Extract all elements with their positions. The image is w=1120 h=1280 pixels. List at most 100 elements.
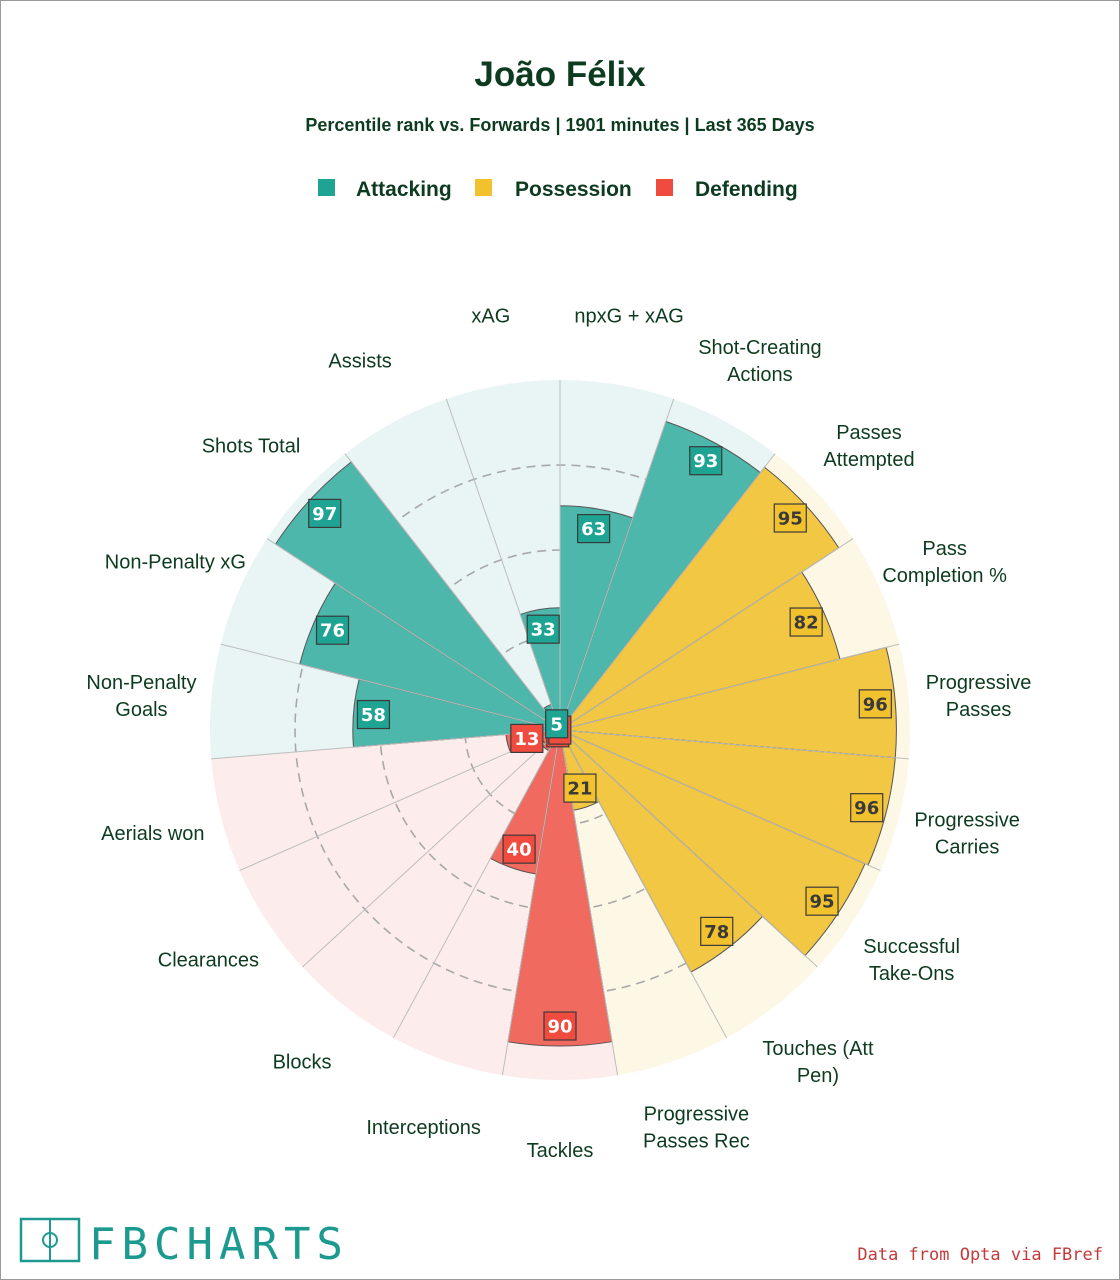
category-label-blocks: Blocks xyxy=(273,1051,332,1073)
value-label-pass-completion: 82 xyxy=(789,607,823,637)
sector-divider xyxy=(220,643,551,729)
category-label-non-penalty-goals: Non-Penalty Goals xyxy=(86,672,196,721)
data-bars xyxy=(274,420,897,1047)
category-label-non-penalty-xg: Non-Penalty xG xyxy=(105,551,246,573)
sector-bg-clearances xyxy=(239,734,553,968)
value-label-non-penalty-xg: 76 xyxy=(315,615,350,645)
sector-divider xyxy=(568,538,854,725)
value-box xyxy=(689,446,723,476)
sector-divider xyxy=(565,453,776,723)
value-label-shot-creating-actions: 93 xyxy=(689,446,723,476)
value-text: 33 xyxy=(531,620,556,641)
value-label-progressive-carries: 96 xyxy=(850,793,884,823)
sector-divider xyxy=(266,538,552,725)
sector-divider xyxy=(392,738,556,1039)
value-text: 82 xyxy=(794,613,819,634)
value-label-progressive-passes: 96 xyxy=(858,689,892,719)
value-box xyxy=(850,793,884,823)
value-label-interceptions: 40 xyxy=(502,834,536,864)
value-text: 5 xyxy=(550,714,563,735)
value-box xyxy=(356,699,391,730)
category-label-progressive-passes-rec: Progressive Passes Rec xyxy=(643,1104,750,1153)
value-box xyxy=(563,773,597,803)
value-label-xag: 33 xyxy=(526,614,560,644)
value-box xyxy=(502,834,536,864)
value-label-assists: 5 xyxy=(545,709,569,739)
category-label-touches-att-pen: Touches (Att Pen) xyxy=(762,1038,874,1087)
category-label-successful-take-ons: Successful Take-Ons xyxy=(863,936,960,985)
sector-divider xyxy=(344,453,555,723)
category-label-assists: Assists xyxy=(328,351,391,373)
sector-bg-progressive-passes-rec xyxy=(561,738,727,1076)
value-label-successful-take-ons: 95 xyxy=(805,886,839,916)
value-box xyxy=(858,689,892,719)
category-label-shots-total: Shots Total xyxy=(202,436,301,458)
value-label-non-penalty-goals: 58 xyxy=(356,699,391,730)
value-box xyxy=(545,709,569,739)
sector-bg-blocks xyxy=(302,736,556,1038)
legend-label-defending: Defending xyxy=(695,178,798,201)
value-text: 13 xyxy=(514,729,539,750)
value-text: 95 xyxy=(810,892,835,913)
sector-bg-assists xyxy=(345,398,557,723)
data-source: Data from Opta via FBref xyxy=(857,1245,1103,1265)
logo-text: FBCHARTS xyxy=(89,1219,349,1270)
value-box xyxy=(526,614,560,644)
value-box xyxy=(315,615,350,645)
value-label-touches-att-pen: 78 xyxy=(700,916,734,946)
value-text: 93 xyxy=(693,451,718,472)
value-label-shots-total: 97 xyxy=(308,498,342,529)
value-label-aerials-won: 13 xyxy=(510,723,544,753)
chart-title: João Félix xyxy=(474,55,646,94)
category-label-xag: xAG xyxy=(471,306,510,328)
value-text: 78 xyxy=(704,922,729,943)
value-text: 76 xyxy=(320,621,345,642)
sector-divider xyxy=(501,739,559,1076)
value-box xyxy=(805,886,839,916)
category-label-interceptions: Interceptions xyxy=(366,1117,481,1139)
sector-divider xyxy=(302,736,553,968)
sector-divider xyxy=(211,730,551,760)
category-label-progressive-carries: Progressive Carries xyxy=(914,810,1020,859)
category-label-aerials-won: Aerials won xyxy=(101,823,204,845)
value-text: 96 xyxy=(854,798,879,819)
value-text: 58 xyxy=(361,705,386,726)
sector-divider xyxy=(445,398,558,721)
chart-subtitle: Percentile rank vs. Forwards | 1901 minu… xyxy=(305,115,814,135)
value-box xyxy=(577,513,611,544)
legend: Attacking Possession Defending xyxy=(318,178,798,201)
sector-divider xyxy=(568,733,881,872)
value-text: 63 xyxy=(581,519,606,540)
value-text: 95 xyxy=(778,509,803,530)
sector-divider xyxy=(567,736,818,968)
legend-label-possession: Possession xyxy=(515,178,632,201)
category-label-npxg-xag: npxG + xAG xyxy=(574,306,684,328)
value-box xyxy=(773,503,807,533)
value-text: 97 xyxy=(312,504,337,525)
sector-divider xyxy=(569,643,900,729)
value-label-npxg-xag: 63 xyxy=(577,513,611,544)
category-label-pass-completion: Pass Completion % xyxy=(882,538,1007,587)
value-box xyxy=(700,916,734,946)
value-label-tackles: 90 xyxy=(543,1011,577,1041)
value-text: 96 xyxy=(863,694,888,715)
category-label-progressive-passes: Progressive Passes xyxy=(926,672,1032,721)
sector-divider xyxy=(562,398,675,721)
legend-label-attacking: Attacking xyxy=(356,178,452,201)
pitch-icon-center-circle xyxy=(42,1232,58,1248)
category-label-shot-creating-actions: Shot-Creating Actions xyxy=(698,337,821,386)
value-label-progressive-passes-rec: 21 xyxy=(563,773,597,803)
value-box xyxy=(510,723,544,753)
category-label-tackles: Tackles xyxy=(527,1140,594,1162)
value-text: 21 xyxy=(567,779,592,800)
legend-swatch-defending xyxy=(656,179,673,196)
value-box xyxy=(308,498,342,529)
legend-swatch-attacking xyxy=(318,179,335,196)
value-text: 40 xyxy=(507,840,532,861)
value-box xyxy=(789,607,823,637)
value-text: 90 xyxy=(547,1017,572,1038)
legend-swatch-possession xyxy=(475,179,492,196)
